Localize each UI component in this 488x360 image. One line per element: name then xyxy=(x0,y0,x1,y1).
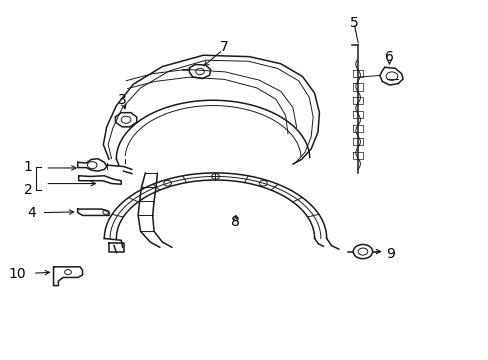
Text: 2: 2 xyxy=(24,183,33,197)
Text: 9: 9 xyxy=(386,247,394,261)
Text: 10: 10 xyxy=(8,267,26,281)
Text: 3: 3 xyxy=(118,93,127,107)
Text: 5: 5 xyxy=(349,16,358,30)
Text: 8: 8 xyxy=(231,215,240,229)
Text: 4: 4 xyxy=(27,206,36,220)
Text: 6: 6 xyxy=(385,50,393,64)
Text: 7: 7 xyxy=(220,40,228,54)
Text: 1: 1 xyxy=(24,159,33,174)
